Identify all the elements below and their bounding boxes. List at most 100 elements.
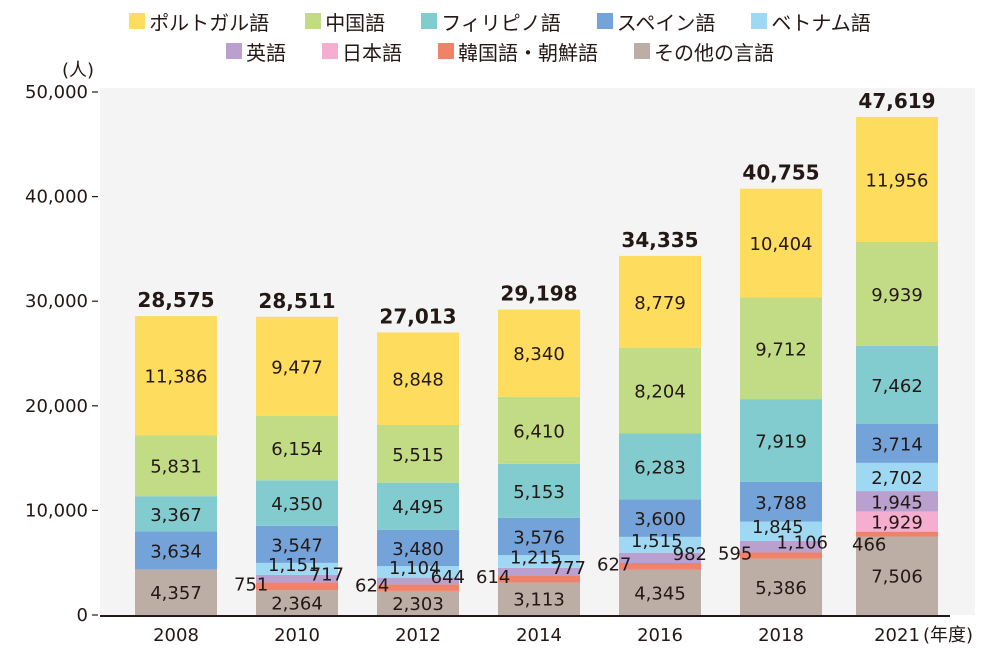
- total-label: 28,511: [258, 289, 335, 313]
- bar-segment: [740, 399, 822, 482]
- x-axis-unit-label: (年度): [923, 625, 973, 646]
- segment-label: 595: [718, 544, 752, 565]
- bar-segment: [856, 423, 938, 463]
- segment-label: 6,410: [513, 421, 565, 442]
- segment-label: 466: [852, 534, 886, 555]
- x-axis: 2008 2010 2012 2014 2016 2018 2021 (年度): [100, 615, 973, 646]
- x-tick-label: 2016: [637, 625, 683, 646]
- segment-label: 627: [597, 554, 631, 575]
- legend-label: 中国語: [325, 10, 386, 35]
- bar-segment: [377, 332, 459, 425]
- segment-label: 11,386: [145, 367, 208, 388]
- bar-segment: [135, 435, 217, 497]
- segment-label: 1,945: [871, 492, 923, 513]
- bar-segment: [498, 463, 580, 518]
- segment-label: 624: [355, 576, 389, 597]
- segment-label: 7,462: [871, 376, 923, 397]
- bar-segment: [135, 496, 217, 532]
- segment-label: 5,831: [150, 457, 202, 478]
- legend-swatch: [129, 13, 146, 29]
- segment-label: 3,480: [392, 539, 444, 560]
- bar-segment: [740, 481, 822, 522]
- total-label: 34,335: [621, 228, 698, 252]
- legend-item: ポルトガル語: [129, 7, 269, 36]
- bar-segment: [856, 241, 938, 346]
- bar-segment: [498, 309, 580, 397]
- segment-label: 3,367: [150, 505, 202, 526]
- segment-label: 11,956: [866, 170, 929, 191]
- segment-label: 4,495: [392, 497, 444, 518]
- bar-segment: [740, 540, 822, 553]
- bar-segment: [498, 582, 580, 615]
- bar-segment: [256, 415, 338, 481]
- segment-label: 5,386: [755, 578, 807, 599]
- x-tick-label: 2021: [874, 625, 920, 646]
- bar-segment: [377, 577, 459, 585]
- bar-segment: [256, 574, 338, 583]
- bar-segment: [256, 590, 338, 615]
- legend-swatch: [438, 43, 454, 59]
- segment-label: 1,215: [510, 548, 562, 569]
- segment-label: 8,340: [513, 344, 565, 365]
- x-tick-label: 2010: [274, 625, 320, 646]
- bar-segment: [256, 525, 338, 563]
- legend-item: ベトナム語: [751, 7, 871, 36]
- segment-label: 4,357: [150, 583, 202, 604]
- y-tick-label: 10,000: [25, 500, 88, 521]
- bar-segment: [498, 567, 580, 577]
- legend-label: フィリピノ語: [441, 10, 561, 35]
- segment-label: 3,714: [871, 434, 923, 455]
- legend-swatch: [305, 13, 322, 29]
- legend-label: 英語: [246, 40, 286, 65]
- legend-swatch: [634, 43, 650, 59]
- bar-segment: [740, 521, 822, 541]
- legend-row: ポルトガル語 中国語 フィリピノ語 スペイン語 ベトナム語: [0, 6, 1000, 36]
- bar-segment: [377, 590, 459, 615]
- bar-segment: [740, 558, 822, 615]
- legend-swatch: [421, 13, 438, 29]
- bar-segment: [856, 536, 938, 615]
- bar-segment: [619, 499, 701, 537]
- segment-label: 10,404: [750, 234, 813, 255]
- bar-segment: [498, 517, 580, 556]
- bar-segment: [377, 424, 459, 483]
- bar-segment: [377, 529, 459, 567]
- segment-label: 7,919: [755, 432, 807, 453]
- bar-segment: [619, 433, 701, 500]
- segment-label: 982: [673, 544, 707, 565]
- bar-segment: [256, 582, 338, 591]
- legend-item: 日本語: [322, 37, 402, 66]
- segment-label: 3,113: [513, 590, 565, 611]
- segment-label: 644: [431, 567, 465, 588]
- segment-label: 2,303: [392, 594, 444, 615]
- legend-item: スペイン語: [596, 7, 715, 36]
- segment-label: 1,151: [268, 555, 320, 576]
- bar-segment: [619, 255, 701, 348]
- x-tick-label: 2012: [395, 625, 441, 646]
- y-tick-label: 30,000: [25, 291, 88, 312]
- bar-segment: [135, 531, 217, 570]
- segment-label: 8,848: [392, 370, 444, 391]
- legend-item: その他の言語: [634, 37, 774, 66]
- bar-segment: [856, 116, 938, 242]
- y-axis-unit-label: (人): [62, 60, 94, 81]
- segment-label: 777: [552, 558, 586, 579]
- legend-swatch: [596, 13, 613, 29]
- bar-segment: [619, 569, 701, 615]
- y-axis: 0 10,000 20,000 30,000 40,000 50,000: [25, 82, 98, 626]
- segment-label: 6,283: [634, 457, 686, 478]
- bar-segment: [740, 552, 822, 559]
- segment-label: 3,600: [634, 509, 686, 530]
- bar-segment: [856, 491, 938, 512]
- bar-segment: [135, 569, 217, 615]
- legend-swatch: [226, 43, 242, 59]
- x-tick-label: 2014: [516, 625, 562, 646]
- legend-label: その他の言語: [654, 40, 774, 65]
